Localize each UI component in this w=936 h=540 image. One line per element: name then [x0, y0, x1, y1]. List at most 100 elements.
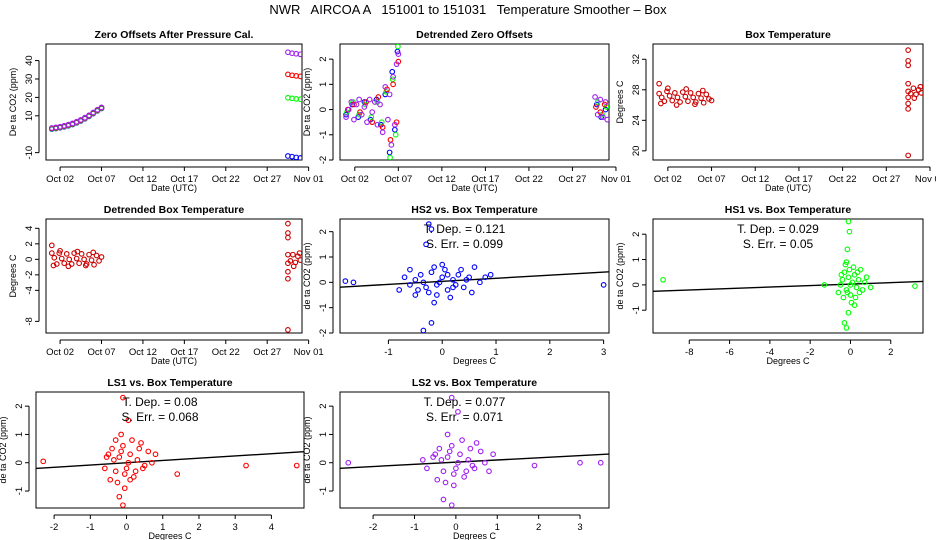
data-point-box [708, 97, 715, 104]
data-point-box [74, 248, 81, 255]
y-tick-label: 10 [24, 111, 35, 122]
data-point-ls2 [345, 106, 352, 113]
panel-title: HS2 vs. Box Temperature [411, 204, 538, 216]
x-axis-label: Date (UTC) [765, 183, 811, 193]
y-axis-label: De ta CO2 (ppm) [8, 68, 18, 137]
data-point-ls2 [348, 99, 355, 105]
y-tick-label: -1 [318, 303, 329, 311]
data-point-hs2 [386, 149, 393, 156]
y-tick-label: 1 [318, 82, 329, 87]
data-point-ls1 [145, 448, 152, 455]
y-tick-label: 2 [318, 56, 329, 61]
y-tick-label: 2 [24, 241, 35, 246]
plot-frame [35, 391, 305, 509]
x-axis-label: Date (UTC) [151, 183, 197, 193]
data-point-hs1 [839, 276, 846, 283]
x-tick-label: 1 [493, 347, 498, 358]
x-tick-label: Oct 12 [129, 347, 157, 358]
data-point-hs2 [458, 266, 464, 273]
data-point-hs1 [856, 289, 863, 296]
data-point-ls1 [134, 457, 141, 463]
y-tick-label: 2 [14, 403, 25, 408]
y-tick-label: -1 [14, 487, 25, 495]
data-point-hs1 [867, 284, 874, 291]
data-point-ls2 [86, 112, 92, 119]
data-point-hs1 [845, 274, 852, 281]
data-point-hs2 [423, 241, 429, 248]
x-tick-label: 2 [888, 347, 893, 358]
data-point-ls2 [448, 502, 455, 508]
data-point-hs1 [861, 279, 868, 286]
data-point-ls2 [382, 84, 389, 90]
data-point-ls1 [149, 459, 155, 466]
data-point-ls1 [116, 493, 123, 500]
x-tick-label: -1 [384, 347, 392, 358]
data-point-hs2 [436, 279, 443, 286]
data-point-hs2 [442, 266, 448, 273]
data-point-ls2 [440, 496, 447, 503]
data-point-box [905, 100, 911, 107]
data-point-ls1 [118, 448, 124, 455]
data-point-box [905, 47, 911, 53]
y-axis-label: de ta CO2 (ppm) [615, 242, 625, 309]
data-point-ls1 [297, 73, 302, 80]
plot-area [340, 394, 609, 508]
data-point-ls2 [393, 61, 400, 68]
data-point-hs2 [600, 282, 607, 288]
data-point-box [674, 94, 681, 101]
data-point-hs1 [835, 289, 842, 296]
data-point-ls1 [139, 465, 146, 472]
data-point-box [285, 327, 291, 333]
data-point-ls2 [436, 445, 443, 452]
data-point-hs2 [482, 274, 489, 281]
data-point-hs2 [389, 68, 396, 75]
x-tick-label: -4 [766, 347, 774, 358]
data-point-ls1 [120, 394, 126, 401]
data-point-ls1 [123, 465, 130, 472]
data-point-ls2 [419, 457, 426, 463]
data-point-ls1 [107, 476, 114, 483]
plot-area [340, 221, 609, 333]
data-point-box [285, 275, 291, 282]
x-tick-label: Oct 22 [212, 174, 240, 185]
data-point-box [76, 260, 82, 267]
data-point-hs2 [444, 287, 451, 293]
x-tick-label: Oct 27 [872, 174, 900, 185]
data-point-hs2 [407, 282, 413, 288]
data-point-box [50, 262, 57, 269]
data-point-hs1 [392, 131, 399, 138]
data-point-hs1 [912, 283, 918, 289]
x-tick-label: Oct 02 [46, 347, 74, 358]
data-point-hs1 [387, 154, 393, 160]
x-tick-label: 0 [440, 347, 445, 358]
data-point-ls2 [366, 96, 373, 103]
data-point-ls1 [152, 451, 159, 458]
panel-box-temperature: Box Temperature Oct 02 Oct 07 Oct 12 Oct 17 O… [615, 29, 936, 193]
plot-area [343, 44, 609, 160]
x-tick-label: Nov 01 [915, 174, 936, 185]
y-tick-label: 0 [318, 460, 329, 465]
data-point-box [91, 261, 97, 268]
data-point-ls1 [601, 101, 608, 108]
x-tick-label: -6 [725, 347, 733, 358]
data-point-ls2 [481, 459, 488, 466]
data-point-box [682, 93, 689, 100]
plot-area [36, 394, 304, 508]
y-tick-label: 1 [14, 432, 25, 437]
data-point-hs2 [428, 226, 435, 232]
data-point-hs1 [841, 320, 848, 326]
data-point-hs2 [425, 221, 432, 227]
x-tick-label: -2 [50, 522, 58, 533]
data-point-hs2 [428, 320, 435, 326]
panel-ls2-vs-box: LS2 vs. Box Temperature -2 -1 0 1 2 3 -1 0 1 2 Degr… [302, 377, 610, 540]
data-point-box [665, 85, 671, 92]
data-point-hs2 [407, 266, 413, 273]
data-point-box [78, 251, 85, 257]
data-point-hs1 [843, 325, 850, 331]
data-point-ls2 [463, 468, 470, 475]
stat-temperature-dependence: T. Dep. = 0.077 [424, 395, 506, 409]
panel-title: Zero Offsets After Pressure Cal. [95, 29, 254, 41]
data-point-ls2 [351, 116, 357, 123]
data-point-ls1 [120, 502, 126, 508]
y-tick-label: -1 [318, 487, 329, 495]
